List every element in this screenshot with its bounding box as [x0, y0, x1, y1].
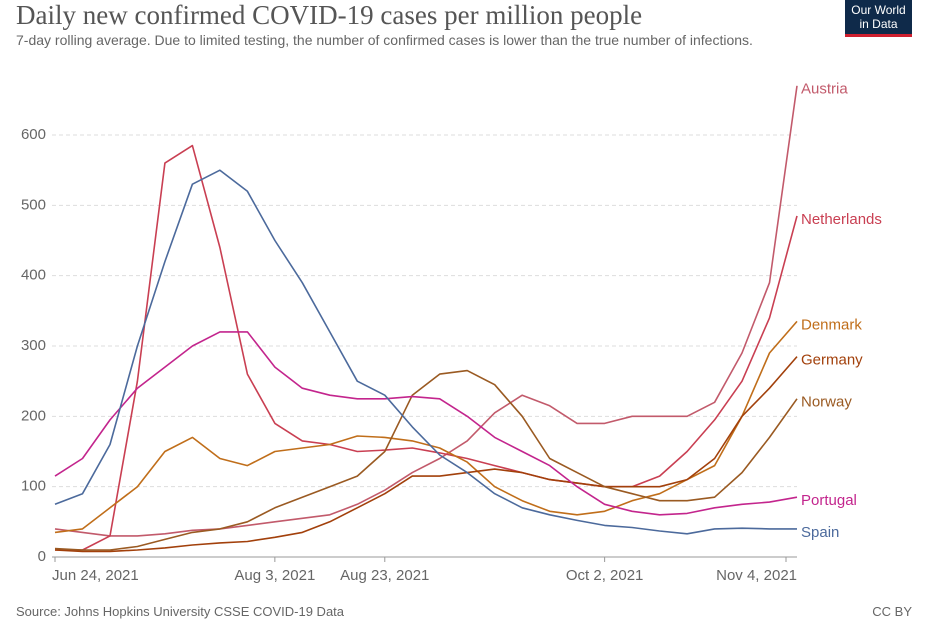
- legend-label: Spain: [801, 524, 839, 541]
- y-tick-label: 300: [21, 337, 46, 354]
- series-line: [54, 331, 798, 516]
- y-tick-label: 600: [21, 126, 46, 143]
- series-line: [54, 85, 798, 537]
- series-line: [55, 144, 798, 551]
- legend-label: Portugal: [801, 492, 857, 509]
- series-line: [54, 356, 798, 553]
- x-tick-label: Aug 23, 2021: [340, 567, 429, 584]
- chart: 0 100 200 300 400 500 600 Jun 24, 2021 Aug 3, 20…: [21, 81, 882, 584]
- license[interactable]: CC BY: [872, 604, 912, 619]
- x-tick-label: Jun 24, 2021: [52, 567, 139, 584]
- source: Source: Johns Hopkins University CSSE CO…: [16, 604, 345, 619]
- x-tick-label: Nov 4, 2021: [716, 567, 797, 584]
- logo-line: in Data: [859, 17, 898, 31]
- logo[interactable]: Our World in Data: [845, 0, 912, 37]
- legend-label: Austria: [801, 81, 848, 98]
- x-tick-label: Aug 3, 2021: [234, 567, 315, 584]
- series-line: [54, 169, 797, 535]
- y-tick-label: 100: [21, 478, 46, 495]
- legend-label: Germany: [801, 352, 863, 369]
- chart-subtitle: 7-day rolling average. Due to limited te…: [16, 32, 753, 48]
- legend-label: Norway: [801, 394, 852, 411]
- y-tick-label: 500: [21, 196, 46, 213]
- legend-label: Netherlands: [801, 211, 882, 228]
- y-tick-label: 400: [21, 267, 46, 284]
- series-line: [54, 320, 798, 534]
- logo-line: Our World: [851, 3, 906, 17]
- y-tick-label: 0: [38, 548, 46, 565]
- y-tick-label: 200: [21, 407, 46, 424]
- legend-label: Denmark: [801, 316, 862, 333]
- series-line: [54, 369, 798, 551]
- chart-title: Daily new confirmed COVID-19 cases per m…: [16, 0, 643, 30]
- x-tick-label: Oct 2, 2021: [566, 567, 644, 584]
